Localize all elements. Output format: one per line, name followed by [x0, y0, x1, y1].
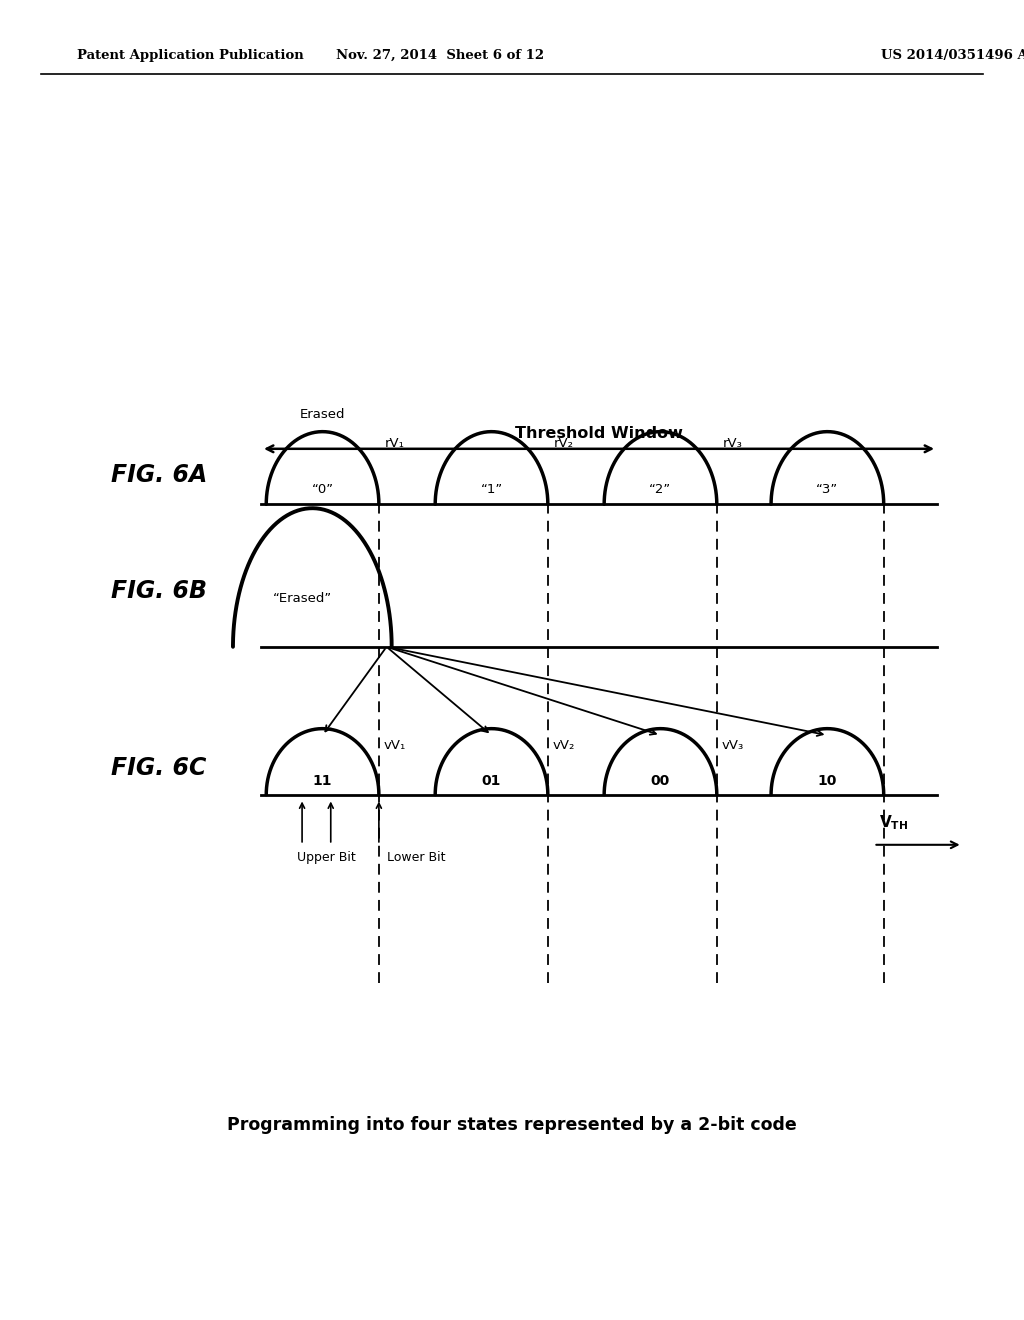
Text: 10: 10 — [818, 774, 837, 788]
Text: 01: 01 — [482, 774, 501, 788]
Text: 11: 11 — [312, 774, 333, 788]
Text: 00: 00 — [651, 774, 670, 788]
Text: Erased: Erased — [300, 408, 345, 421]
Text: US 2014/0351496 A1: US 2014/0351496 A1 — [881, 49, 1024, 62]
Text: Nov. 27, 2014  Sheet 6 of 12: Nov. 27, 2014 Sheet 6 of 12 — [336, 49, 545, 62]
Text: “0”: “0” — [311, 483, 334, 496]
Text: FIG. 6C: FIG. 6C — [111, 756, 207, 780]
Text: FIG. 6B: FIG. 6B — [111, 579, 207, 603]
Text: vV₂: vV₂ — [553, 739, 575, 751]
Text: rV₁: rV₁ — [385, 437, 404, 450]
Text: rV₃: rV₃ — [723, 437, 742, 450]
Text: Programming into four states represented by a 2-bit code: Programming into four states represented… — [227, 1115, 797, 1134]
Text: “Erased”: “Erased” — [272, 591, 332, 605]
Text: Threshold Window: Threshold Window — [515, 426, 683, 441]
Text: Patent Application Publication: Patent Application Publication — [77, 49, 303, 62]
Text: rV₂: rV₂ — [554, 437, 574, 450]
Text: “3”: “3” — [816, 483, 839, 496]
Text: “1”: “1” — [480, 483, 503, 496]
Text: Lower Bit: Lower Bit — [387, 851, 445, 865]
Text: Upper Bit: Upper Bit — [297, 851, 355, 865]
Text: FIG. 6A: FIG. 6A — [111, 463, 207, 487]
Text: $\mathbf{V_{TH}}$: $\mathbf{V_{TH}}$ — [879, 813, 907, 832]
Text: vV₃: vV₃ — [722, 739, 744, 751]
Text: “2”: “2” — [649, 483, 672, 496]
Text: vV₁: vV₁ — [384, 739, 407, 751]
